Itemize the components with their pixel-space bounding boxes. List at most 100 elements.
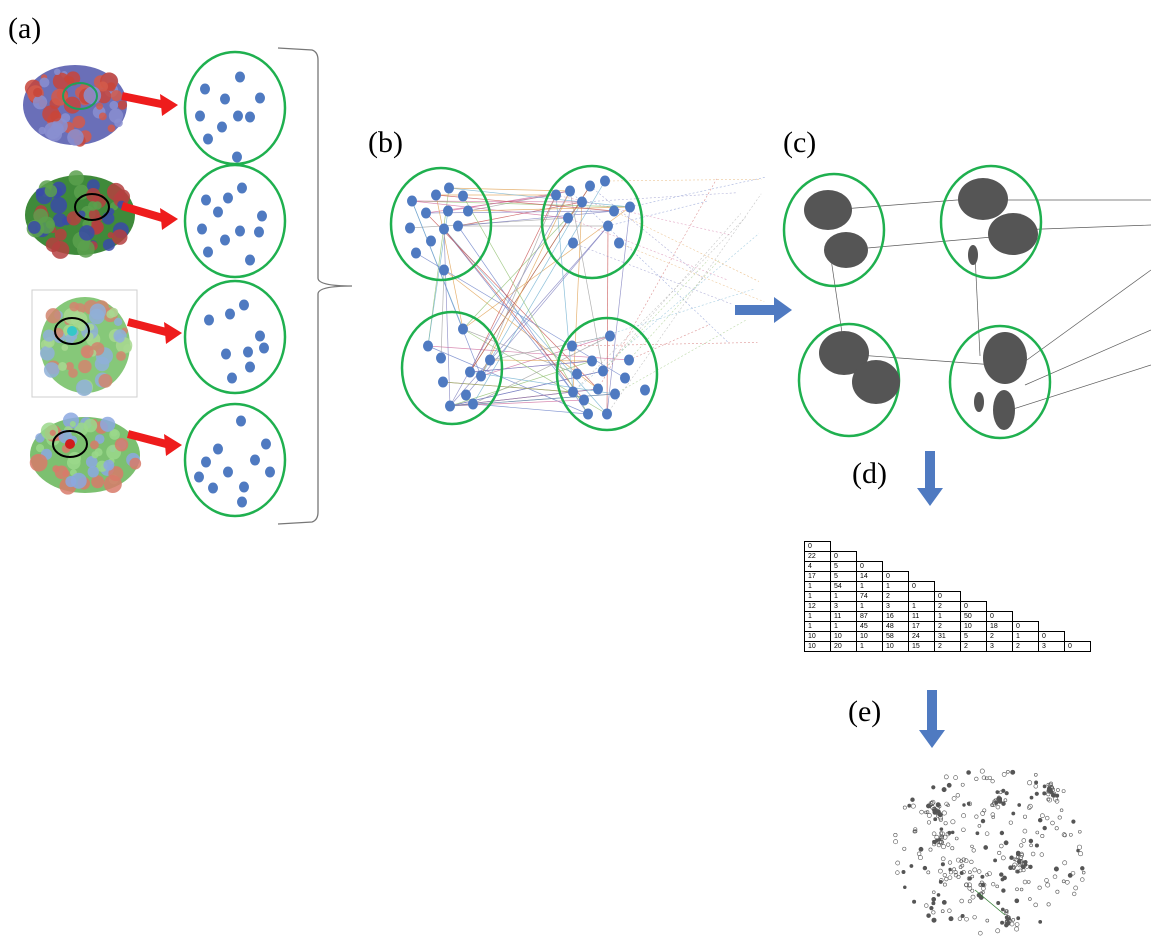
matrix-row: 0 bbox=[804, 541, 1091, 552]
surface-patch bbox=[129, 457, 142, 470]
matrix-empty bbox=[987, 592, 1013, 602]
ligand bbox=[65, 439, 75, 449]
cluster-ring bbox=[540, 164, 644, 280]
node bbox=[245, 111, 255, 123]
matrix-cell: 16 bbox=[882, 611, 909, 622]
surface-patch bbox=[86, 188, 101, 203]
cluster-blob bbox=[974, 392, 984, 412]
surface-patch bbox=[68, 451, 82, 465]
edge-out bbox=[567, 217, 728, 281]
graph-node bbox=[1061, 879, 1066, 884]
surface-patch bbox=[107, 232, 114, 239]
cluster-ring bbox=[939, 164, 1043, 280]
graph-node bbox=[936, 809, 941, 814]
matrix-empty bbox=[1065, 552, 1091, 562]
node bbox=[223, 466, 233, 478]
matrix-cell: 1 bbox=[856, 641, 883, 652]
graph-node bbox=[1005, 915, 1010, 920]
graph-node bbox=[999, 843, 1004, 849]
node bbox=[600, 175, 610, 187]
graph-node bbox=[1019, 851, 1024, 857]
node bbox=[568, 237, 578, 249]
graph-node bbox=[926, 870, 931, 875]
matrix-cell: 18 bbox=[986, 621, 1013, 632]
graph-node bbox=[968, 870, 972, 874]
matrix-cell: 1 bbox=[804, 611, 831, 622]
matrix-row: 10 20 1 10 15 2 2 3 2 3 0 bbox=[804, 641, 1091, 652]
graph-node bbox=[1033, 784, 1039, 789]
node bbox=[438, 376, 448, 388]
graph-node bbox=[981, 775, 987, 780]
node bbox=[465, 366, 475, 378]
matrix-empty bbox=[987, 582, 1013, 592]
graph-node bbox=[987, 871, 992, 877]
graph-node bbox=[940, 862, 945, 867]
node bbox=[443, 205, 453, 217]
cluster-ring bbox=[183, 163, 287, 279]
graph-node bbox=[941, 899, 947, 905]
graph-node bbox=[1081, 870, 1086, 875]
node bbox=[239, 299, 249, 311]
edge-out bbox=[628, 324, 710, 361]
node bbox=[405, 222, 415, 234]
protein-frame bbox=[31, 289, 138, 398]
graph-node bbox=[1015, 887, 1019, 892]
graph-node bbox=[995, 928, 1001, 934]
graph-node bbox=[1029, 843, 1033, 848]
edge bbox=[480, 201, 583, 377]
link bbox=[1009, 364, 1151, 411]
matrix-empty bbox=[935, 542, 961, 552]
graph-node bbox=[1015, 869, 1019, 874]
red-arrows bbox=[120, 92, 182, 456]
matrix-cell: 2 bbox=[960, 641, 987, 652]
matrix-empty bbox=[961, 562, 987, 572]
surface-patch bbox=[27, 221, 41, 234]
graph-node bbox=[1048, 788, 1053, 793]
node bbox=[614, 237, 624, 249]
surface-patch bbox=[94, 448, 103, 457]
graph-node bbox=[980, 818, 986, 824]
graph-node bbox=[1027, 803, 1033, 809]
edge bbox=[469, 371, 616, 395]
matrix-cell: 10 bbox=[804, 631, 831, 642]
graph-node bbox=[999, 872, 1004, 877]
matrix-cell: 2 bbox=[934, 621, 961, 632]
matrix-empty bbox=[909, 572, 935, 582]
graph-node bbox=[931, 910, 936, 915]
graph-node bbox=[931, 917, 937, 923]
node bbox=[243, 346, 253, 358]
node bbox=[603, 220, 613, 232]
graph-node bbox=[993, 798, 998, 802]
graph-node bbox=[926, 913, 931, 918]
graph-node bbox=[944, 876, 949, 882]
surface-patch bbox=[102, 238, 115, 251]
graph-node bbox=[1061, 789, 1066, 793]
matrix-cell: 10 bbox=[804, 641, 831, 652]
graph-node bbox=[1019, 859, 1024, 864]
matrix-empty bbox=[909, 542, 935, 552]
graph-node bbox=[980, 874, 985, 879]
link bbox=[1024, 329, 1151, 386]
graph-node bbox=[1019, 843, 1024, 848]
matrix-empty bbox=[1039, 562, 1065, 572]
node bbox=[577, 196, 587, 208]
surface-patch bbox=[58, 362, 67, 371]
cluster-ring bbox=[948, 324, 1052, 440]
ligand bbox=[67, 326, 77, 336]
graph-node bbox=[1071, 819, 1076, 824]
graph-node bbox=[931, 785, 936, 790]
graph-node bbox=[913, 827, 918, 832]
surface-patch bbox=[72, 115, 86, 129]
matrix-cell: 0 bbox=[830, 551, 857, 562]
node bbox=[236, 415, 246, 427]
edge-out bbox=[571, 342, 758, 347]
graph-node bbox=[970, 844, 974, 849]
graph-node bbox=[1017, 858, 1022, 863]
cluster-blob bbox=[824, 232, 868, 268]
node bbox=[565, 185, 575, 197]
node bbox=[213, 206, 223, 218]
graph-node bbox=[1010, 769, 1016, 775]
edge bbox=[465, 225, 609, 396]
blue-arrow-head bbox=[917, 488, 943, 506]
